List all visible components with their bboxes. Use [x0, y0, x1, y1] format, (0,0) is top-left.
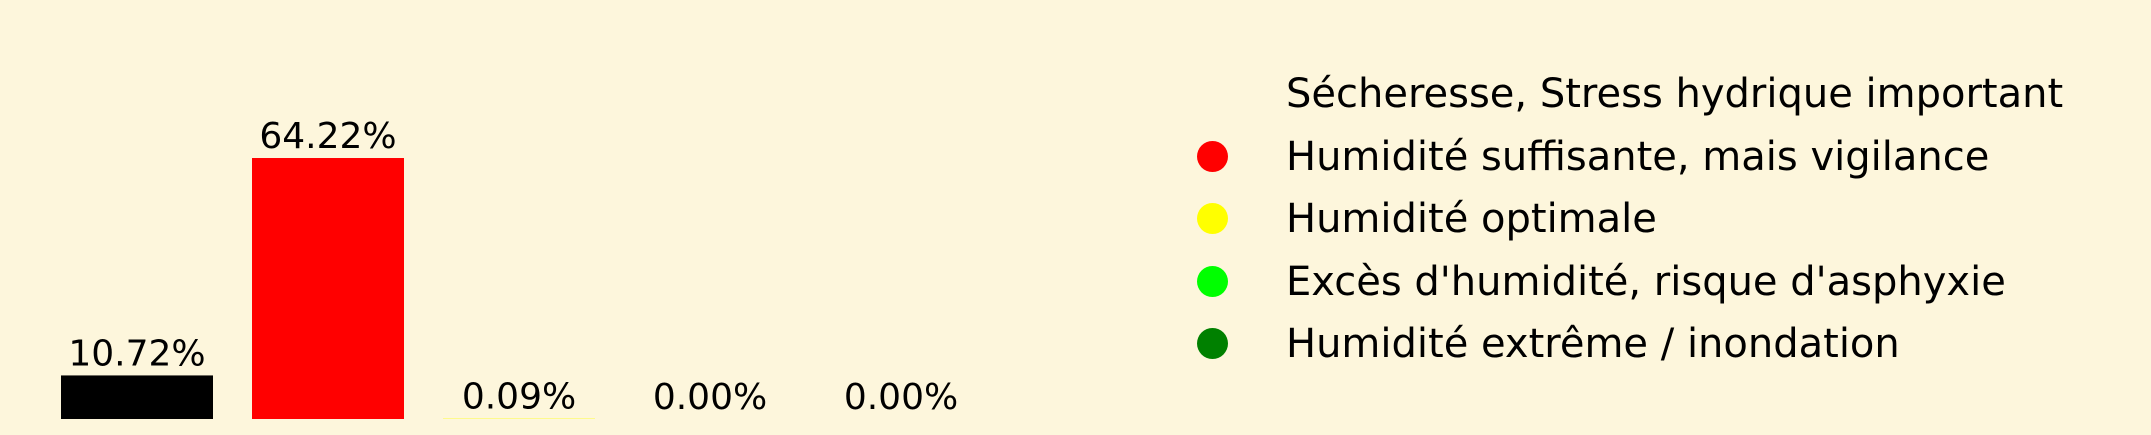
legend-swatch: [1197, 265, 1228, 297]
legend-label: Excès d'humidité, risque d'asphyxie: [1286, 258, 2006, 305]
bar-value-label: 10.72%: [68, 333, 205, 374]
legend-swatch: [1197, 140, 1228, 172]
bar-value-label: 0.09%: [462, 377, 576, 418]
bar-2: [252, 158, 404, 419]
legend-swatch: [1197, 328, 1228, 359]
legend-label: Humidité extrême / inondation: [1286, 321, 1900, 367]
legend-label: Humidité suffisante, mais vigilance: [1286, 133, 1990, 180]
bar-value-label: 0.00%: [844, 377, 958, 418]
legend-swatch: [1197, 203, 1228, 234]
legend-item-humidite-suffisante: Humidité suffisante, mais vigilance: [1180, 125, 2140, 188]
legend-label: Sécheresse, Stress hydrique important: [1286, 71, 2064, 117]
legend-item-humidite-extreme: Humidité extrême / inondation: [1180, 312, 2140, 375]
bar-1: [61, 375, 213, 419]
legend-item-exces-humidite: Excès d'humidité, risque d'asphyxie: [1180, 250, 2140, 313]
chart-legend: Sécheresse, Stress hydrique important Hu…: [1180, 62, 2140, 375]
bar-value-label: 0.00%: [653, 377, 767, 418]
legend-swatch: [1197, 78, 1228, 109]
legend-label: Humidité optimale: [1286, 196, 1657, 242]
legend-item-humidite-optimale: Humidité optimale: [1180, 187, 2140, 250]
bar-value-label: 64.22%: [259, 116, 396, 157]
legend-item-secheresse: Sécheresse, Stress hydrique important: [1180, 62, 2140, 125]
